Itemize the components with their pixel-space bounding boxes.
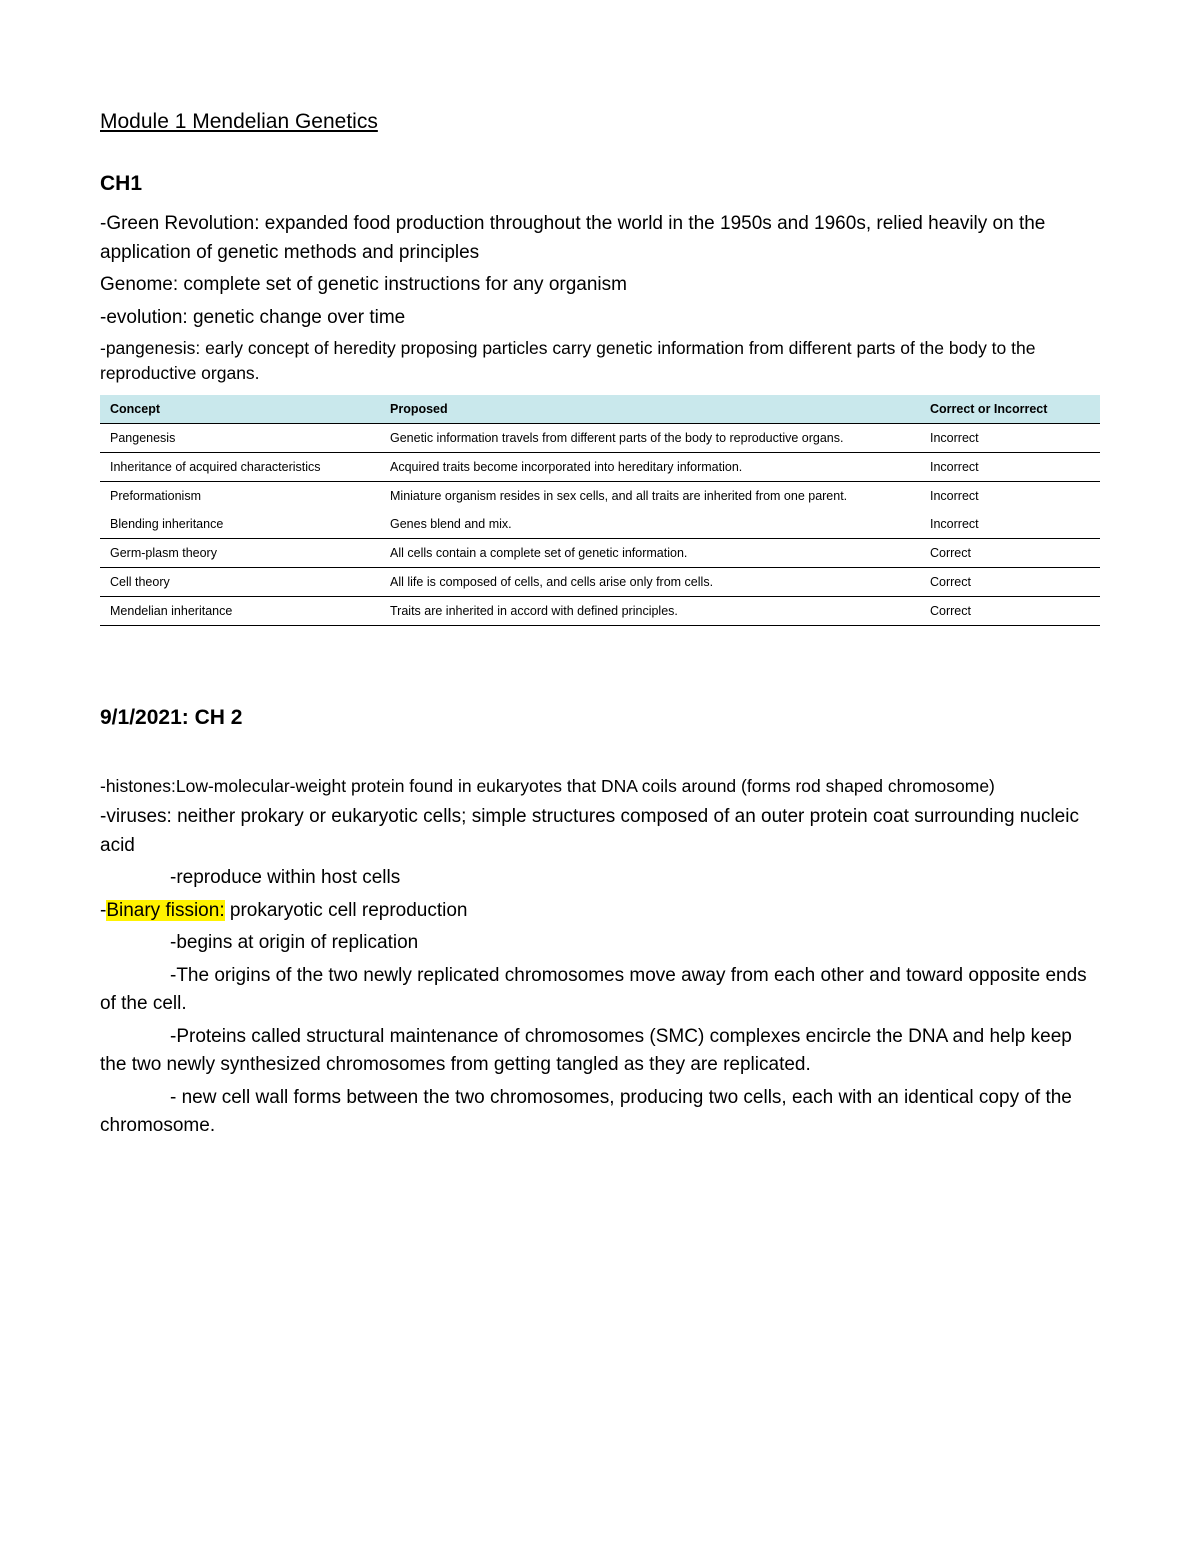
th-concept: Concept (100, 395, 380, 424)
table-row: Inheritance of acquired characteristics … (100, 452, 1100, 481)
th-proposed: Proposed (380, 395, 920, 424)
cell-correct: Incorrect (920, 510, 1100, 539)
cell-concept: Blending inheritance (100, 510, 380, 539)
cell-correct: Incorrect (920, 423, 1100, 452)
table-row: Pangenesis Genetic information travels f… (100, 423, 1100, 452)
ch2-origins-move: -The origins of the two newly replicated… (100, 962, 1100, 1019)
cell-proposed: All life is composed of cells, and cells… (380, 567, 920, 596)
cell-concept: Cell theory (100, 567, 380, 596)
ch1-line: Genome: complete set of genetic instruct… (100, 271, 1100, 300)
cell-concept: Preformationism (100, 481, 380, 510)
module-title: Module 1 Mendelian Genetics (100, 110, 1100, 134)
cell-correct: Incorrect (920, 481, 1100, 510)
ch2-heading: 9/1/2021: CH 2 (100, 706, 1100, 730)
cell-proposed: Miniature organism resides in sex cells,… (380, 481, 920, 510)
bf-suffix: prokaryotic cell reproduction (225, 900, 468, 921)
th-correct: Correct or Incorrect (920, 395, 1100, 424)
cell-correct: Correct (920, 567, 1100, 596)
table-row: Germ-plasm theory All cells contain a co… (100, 538, 1100, 567)
cell-proposed: Genes blend and mix. (380, 510, 920, 539)
cell-concept: Mendelian inheritance (100, 596, 380, 625)
ch1-pangenesis: -pangenesis: early concept of heredity p… (100, 336, 1100, 387)
ch2-binary-fission: -Binary fission: prokaryotic cell reprod… (100, 897, 1100, 926)
ch1-line: -evolution: genetic change over time (100, 304, 1100, 333)
table-row: Blending inheritance Genes blend and mix… (100, 510, 1100, 539)
cell-concept: Inheritance of acquired characteristics (100, 452, 380, 481)
table-row: Cell theory All life is composed of cell… (100, 567, 1100, 596)
bf-highlight: Binary fission: (106, 900, 224, 921)
cell-correct: Correct (920, 538, 1100, 567)
cell-correct: Incorrect (920, 452, 1100, 481)
ch2-origin: -begins at origin of replication (100, 929, 1100, 958)
table-row: Preformationism Miniature organism resid… (100, 481, 1100, 510)
ch1-line: -Green Revolution: expanded food product… (100, 210, 1100, 267)
ch2-reproduce: -reproduce within host cells (100, 864, 1100, 893)
ch2-viruses: -viruses: neither prokary or eukaryotic … (100, 803, 1100, 860)
ch1-heading: CH1 (100, 172, 1100, 196)
cell-proposed: Traits are inherited in accord with defi… (380, 596, 920, 625)
concepts-table: Concept Proposed Correct or Incorrect Pa… (100, 395, 1100, 626)
cell-proposed: Acquired traits become incorporated into… (380, 452, 920, 481)
cell-proposed: All cells contain a complete set of gene… (380, 538, 920, 567)
cell-proposed: Genetic information travels from differe… (380, 423, 920, 452)
ch2-histones: -histones:Low-molecular-weight protein f… (100, 774, 1100, 799)
cell-correct: Correct (920, 596, 1100, 625)
cell-concept: Germ-plasm theory (100, 538, 380, 567)
table-row: Mendelian inheritance Traits are inherit… (100, 596, 1100, 625)
cell-concept: Pangenesis (100, 423, 380, 452)
ch2-cell-wall: - new cell wall forms between the two ch… (100, 1084, 1100, 1141)
ch2-smc: -Proteins called structural maintenance … (100, 1023, 1100, 1080)
